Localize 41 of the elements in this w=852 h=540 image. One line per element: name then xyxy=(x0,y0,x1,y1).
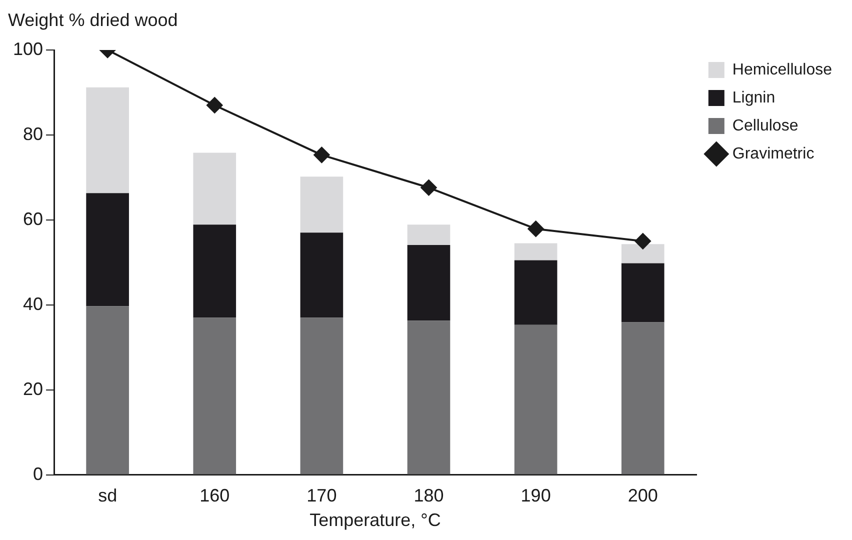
bar xyxy=(407,320,450,474)
y-tick-label: 20 xyxy=(23,378,44,399)
y-tick-label: 40 xyxy=(23,294,44,314)
bar xyxy=(300,318,344,474)
point xyxy=(206,97,223,114)
x-tick-label: 190 xyxy=(520,486,551,506)
bar xyxy=(407,244,450,321)
legend-label: Lignin xyxy=(732,89,776,106)
x-tick-label: 160 xyxy=(200,486,230,506)
bar xyxy=(193,152,236,225)
point xyxy=(314,146,330,163)
bar xyxy=(86,87,129,194)
legend-label: Cellulose xyxy=(732,117,798,134)
y-tick-label: 80 xyxy=(23,124,44,144)
bar xyxy=(514,260,558,325)
bar xyxy=(86,306,129,474)
bar xyxy=(621,244,664,264)
bar xyxy=(300,176,344,233)
bar xyxy=(621,263,664,322)
bar xyxy=(621,322,664,474)
bar xyxy=(514,324,558,474)
bar xyxy=(86,193,129,306)
bar xyxy=(300,232,344,318)
y-tick-label: 0 xyxy=(33,464,44,484)
point xyxy=(634,233,651,250)
x-tick-label: sd xyxy=(98,486,118,506)
legend-label: Hemicellulose xyxy=(732,61,832,78)
bar xyxy=(407,224,450,245)
y-axis-title: Weight % dried wood xyxy=(8,10,178,30)
y-tick-label: 100 xyxy=(12,38,44,59)
x-tick-label: 200 xyxy=(628,486,658,506)
point xyxy=(420,180,437,196)
bar xyxy=(193,318,236,474)
point xyxy=(528,220,544,237)
y-tick-label: 60 xyxy=(23,208,44,229)
bar xyxy=(193,224,236,318)
x-axis-title: Temperature, °C xyxy=(310,510,441,530)
x-tick-label: 170 xyxy=(306,486,337,506)
x-tick-label: 180 xyxy=(414,486,444,506)
legend-label: Gravimetric xyxy=(732,145,814,162)
bar xyxy=(514,243,558,260)
